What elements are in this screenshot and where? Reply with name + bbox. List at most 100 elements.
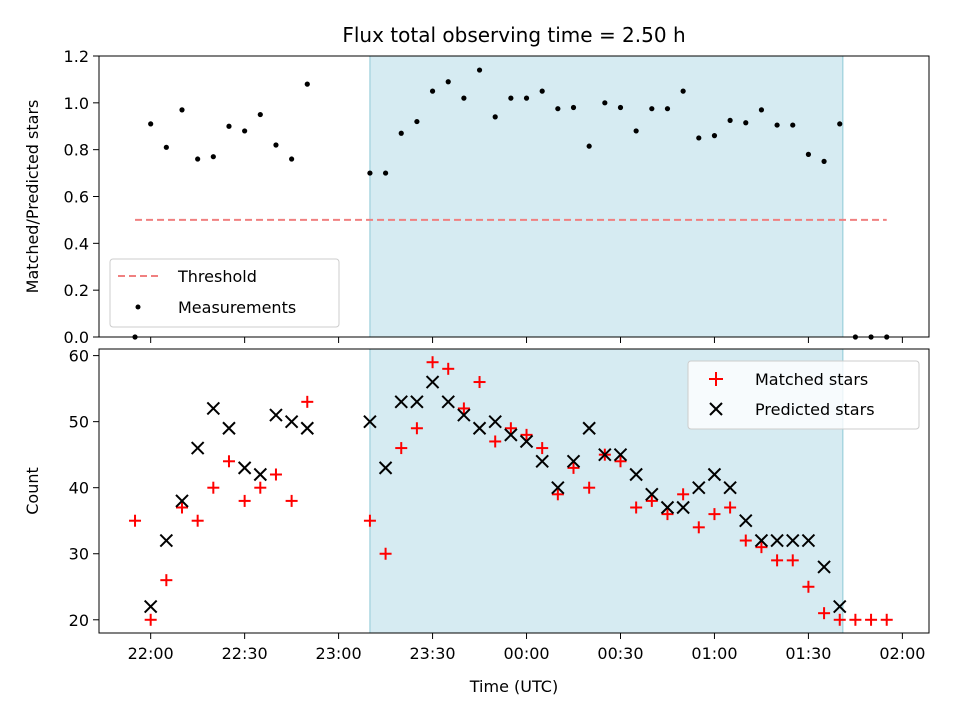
legend-threshold-label: Threshold <box>177 267 257 286</box>
y-tick-label: 0.8 <box>64 141 89 160</box>
measurement-point <box>680 88 686 94</box>
measurement-point <box>633 128 639 134</box>
matched-star-point <box>160 574 173 587</box>
top-panel: 0.0 0.2 0.4 0.6 0.8 1.0 1.2 Matched/Predicted … <box>23 47 930 347</box>
matched-star-point <box>786 554 799 567</box>
predicted-star-point <box>363 414 377 429</box>
bottom-panel-frame <box>98 348 930 634</box>
measurement-point <box>226 123 232 129</box>
top-panel-ylabel: Matched/Predicted stars <box>23 100 42 294</box>
bottom-panel: 20 30 40 50 60 22:00 22:30 23:00 23:30 00:00 00:30… <box>23 347 930 696</box>
predicted-star-point <box>582 421 596 435</box>
y-tick-label: 40 <box>69 479 89 498</box>
x-tick-label: 02:00 <box>879 644 925 663</box>
measurement-point <box>492 114 498 120</box>
matched-star-point <box>583 481 596 494</box>
predicted-star-point <box>143 599 158 614</box>
predicted-star-point <box>253 467 268 482</box>
y-tick-label: 20 <box>69 611 89 630</box>
matched-star-point <box>692 521 705 534</box>
matched-star-point <box>410 422 423 435</box>
measurement-point <box>195 156 201 162</box>
legend-measurements-label: Measurements <box>178 298 296 317</box>
matched-star-point <box>755 541 768 554</box>
matched-star-point <box>802 580 815 593</box>
measurement-point <box>382 170 389 176</box>
measurement-point <box>476 67 483 73</box>
predicted-star-point <box>551 480 565 495</box>
predicted-star-point <box>472 421 487 435</box>
measurement-point <box>304 81 310 87</box>
measurement-point <box>696 135 702 141</box>
measurement-point <box>508 95 514 101</box>
predicted-star-point <box>660 500 675 515</box>
predicted-star-point <box>692 480 706 495</box>
predicted-star-point <box>410 395 424 409</box>
matched-star-point <box>520 428 533 441</box>
predicted-star-point <box>378 461 393 475</box>
measurement-point <box>790 122 796 128</box>
measurement-point <box>758 107 765 113</box>
predicted-star-point <box>269 408 283 422</box>
measurement-point <box>523 95 530 101</box>
legend-matched-label: Matched stars <box>755 370 868 389</box>
bottom-legend-box <box>687 360 920 430</box>
matched-star-point <box>739 534 752 547</box>
top-legend: Threshold Measurements <box>109 258 340 328</box>
y-tick-label: 0.6 <box>64 188 89 207</box>
measurement-point <box>242 128 248 134</box>
predicted-star-point <box>786 533 800 548</box>
predicted-star-point <box>519 434 534 449</box>
matched-star-point <box>536 442 549 455</box>
predicted-star-point <box>707 467 722 482</box>
matched-star-point <box>207 481 220 494</box>
measurement-point <box>210 154 216 160</box>
predicted-star-point <box>425 375 440 389</box>
bottom-panel-ylabel: Count <box>23 467 42 515</box>
y-tick-label: 1.0 <box>64 94 89 113</box>
measurement-point <box>461 95 467 101</box>
y-tick-label: 30 <box>69 545 89 564</box>
matched-star-point <box>269 468 282 481</box>
matched-star-point <box>238 494 251 507</box>
x-tick-label: 22:00 <box>128 644 174 663</box>
predicted-star-point <box>566 454 581 468</box>
matched-star-point <box>551 488 564 501</box>
matched-star-point <box>222 455 235 468</box>
measurement-point <box>445 79 451 85</box>
matched-star-point <box>176 501 188 514</box>
matched-star-point <box>708 508 721 521</box>
matched-star-point <box>771 554 784 567</box>
measurement-point <box>586 143 592 149</box>
x-axis-label: Time (UTC) <box>469 677 558 696</box>
matched-star-point <box>285 494 298 507</box>
measurement-point <box>539 88 545 94</box>
measurement-point <box>289 156 295 162</box>
predicted-star-point <box>190 441 205 455</box>
predicted-star-point <box>535 454 549 468</box>
predicted-star-point <box>817 560 831 574</box>
measurement-point <box>570 104 577 111</box>
matched-star-point <box>724 501 737 514</box>
predicted-star-point <box>488 414 502 429</box>
matched-star-point <box>129 514 142 527</box>
matched-star-point <box>301 395 314 408</box>
matched-star-point <box>426 356 439 369</box>
matched-star-point <box>645 494 658 507</box>
legend-matched-swatch <box>709 372 723 386</box>
measurement-point <box>148 121 154 127</box>
matched-star-point <box>833 613 846 626</box>
top-panel-highlight-span <box>369 55 844 338</box>
predicted-star-point <box>394 395 408 409</box>
measurement-point <box>664 106 671 112</box>
matched-star-point <box>395 442 408 455</box>
measurement-point <box>774 122 780 128</box>
predicted-star-point <box>754 533 769 548</box>
matched-star-point <box>144 613 157 626</box>
x-tick-label: 00:30 <box>597 644 643 663</box>
chart-title: Flux total observing time = 2.50 h <box>342 23 685 47</box>
matched-star-point <box>457 402 470 415</box>
y-tick-label: 0.0 <box>64 328 89 347</box>
predicted-star-point <box>300 421 314 435</box>
